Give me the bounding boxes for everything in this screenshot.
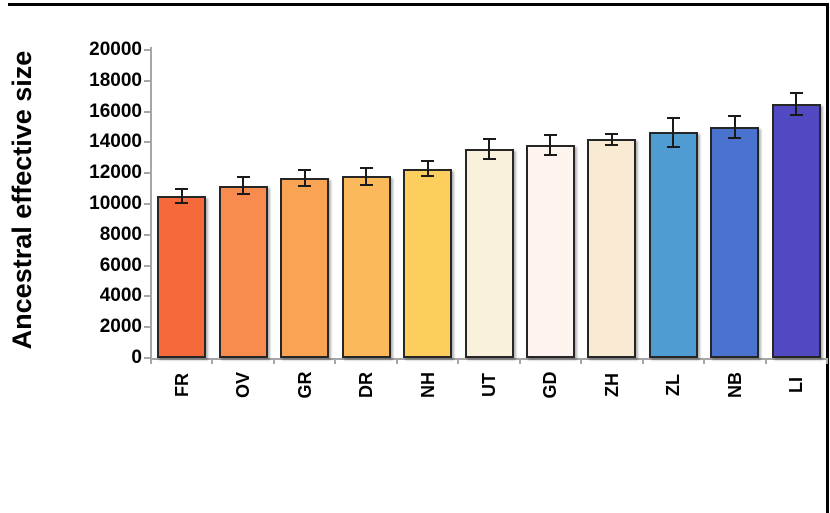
y-tick-label: 6000	[99, 254, 142, 276]
error-bar-cap-top	[421, 159, 435, 162]
y-tick-label: 4000	[99, 285, 142, 307]
error-bar	[303, 170, 306, 186]
x-category-label: DR	[356, 372, 377, 398]
y-axis-line	[149, 47, 152, 360]
y-tick-label: 20000	[89, 39, 142, 60]
error-bar	[610, 133, 613, 145]
y-tick	[144, 326, 150, 329]
error-bar-cap-top	[543, 134, 557, 137]
x-category-label: ZL	[663, 374, 684, 396]
x-category-label: LI	[786, 377, 807, 393]
x-tick	[826, 358, 828, 364]
error-bar-cap-bottom	[789, 113, 803, 116]
y-tick-label: 10000	[89, 193, 142, 214]
bar	[648, 132, 698, 358]
x-tick	[272, 358, 275, 364]
bar	[464, 148, 514, 358]
x-tick	[395, 358, 398, 364]
x-tick	[641, 358, 644, 364]
x-tick	[150, 358, 152, 364]
x-tick	[764, 358, 767, 364]
y-tick	[144, 49, 150, 51]
error-bar-cap-top	[482, 137, 496, 140]
x-tick	[703, 358, 706, 364]
x-category-label: GR	[294, 371, 315, 399]
error-bar-cap-top	[605, 132, 619, 135]
x-tick	[211, 358, 214, 364]
error-bar-cap-top	[359, 166, 373, 169]
y-axis-title: Ancestral effective size	[7, 50, 37, 350]
error-bar-cap-top	[666, 116, 680, 119]
x-category-label: NB	[724, 372, 745, 398]
y-tick-label: 0	[131, 347, 142, 368]
bar	[587, 139, 637, 358]
error-bar-cap-top	[236, 176, 250, 179]
y-tick-label: 16000	[89, 100, 142, 122]
error-bar-cap-bottom	[236, 192, 250, 195]
y-tick	[144, 295, 150, 298]
y-tick	[144, 172, 150, 175]
error-bar-cap-bottom	[421, 175, 435, 178]
bar	[525, 145, 575, 358]
x-category-label: FR	[171, 373, 192, 397]
x-category-label: NH	[417, 372, 438, 398]
y-tick-label: 8000	[99, 223, 142, 245]
x-tick	[518, 358, 521, 364]
error-bar-cap-bottom	[175, 202, 189, 205]
bar	[403, 168, 453, 358]
bar	[771, 103, 821, 358]
x-tick	[457, 358, 460, 364]
error-bar	[733, 116, 736, 138]
x-tick	[334, 358, 337, 364]
error-bar	[180, 189, 183, 204]
bar	[218, 185, 268, 358]
error-bar-cap-top	[789, 92, 803, 95]
x-category-label: UT	[479, 373, 499, 397]
error-bar-cap-bottom	[728, 136, 742, 139]
x-axis-line	[149, 357, 828, 360]
error-bar-cap-bottom	[666, 146, 680, 149]
error-bar-cap-top	[298, 169, 312, 172]
bar	[157, 196, 207, 358]
error-bar	[426, 160, 429, 177]
bar	[710, 127, 760, 358]
frame-border-right	[826, 3, 829, 513]
y-tick-label: 2000	[99, 316, 142, 338]
error-bar-cap-bottom	[482, 157, 496, 160]
error-bar	[488, 138, 490, 159]
x-category-label: OV	[233, 372, 254, 399]
y-tick	[144, 264, 150, 267]
error-bar-cap-bottom	[359, 183, 373, 186]
x-tick	[580, 358, 583, 364]
y-tick-label: 14000	[89, 131, 142, 153]
y-tick	[144, 203, 150, 205]
y-tick	[144, 141, 150, 144]
error-bar	[795, 93, 798, 115]
y-tick-label: 18000	[89, 69, 142, 91]
error-bar-cap-bottom	[298, 184, 312, 187]
y-tick-label: 12000	[89, 162, 142, 184]
bar	[341, 176, 391, 358]
bar	[280, 177, 330, 358]
y-tick	[144, 110, 150, 113]
error-bar	[242, 177, 245, 194]
frame-border-top	[8, 3, 828, 6]
error-bar-cap-bottom	[543, 154, 557, 157]
error-bar	[549, 135, 552, 156]
x-category-label: ZH	[601, 373, 622, 397]
y-tick	[144, 357, 150, 359]
error-bar-cap-bottom	[605, 143, 619, 146]
y-tick	[144, 233, 150, 236]
y-tick	[144, 79, 150, 82]
x-category-label: GD	[540, 371, 561, 399]
error-bar-cap-top	[175, 188, 189, 191]
error-bar	[365, 167, 368, 185]
error-bar	[672, 117, 675, 147]
error-bar-cap-top	[728, 115, 742, 118]
